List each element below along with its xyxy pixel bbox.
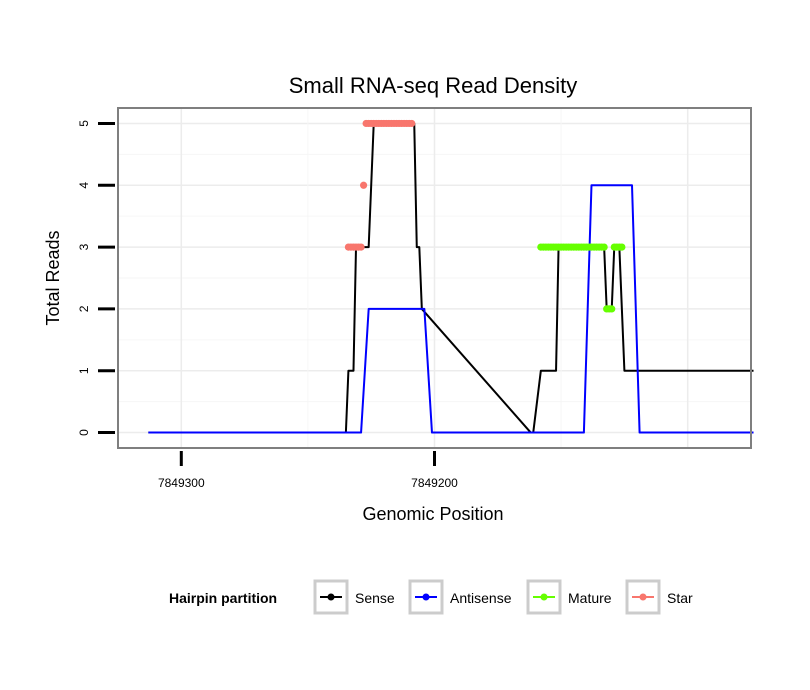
- point-star: [408, 119, 416, 128]
- legend-label-antisense: Antisense: [450, 590, 512, 606]
- point-mature: [608, 305, 616, 313]
- legend-items: Sense Antisense Mature Star: [313, 579, 693, 615]
- point-star: [360, 181, 368, 189]
- legend-key-point-mature: [540, 593, 548, 601]
- y-tick-label: 2: [77, 305, 91, 312]
- legend-item-sense: Sense: [313, 579, 395, 615]
- legend-key-point-sense: [327, 593, 335, 601]
- legend: Hairpin partition Sense Antisense Mature St…: [169, 579, 693, 615]
- legend-item-antisense: Antisense: [408, 579, 512, 615]
- y-axis-title: Total Reads: [43, 230, 63, 325]
- legend-key-point-star: [639, 593, 647, 601]
- plot-panel-border: [117, 107, 752, 449]
- legend-item-mature: Mature: [526, 579, 612, 615]
- point-mature: [600, 243, 608, 251]
- legend-label-star: Star: [667, 590, 693, 606]
- y-tick-label: 0: [77, 429, 91, 436]
- y-tick-label: 1: [77, 367, 91, 374]
- y-tick-label: 5: [77, 120, 91, 127]
- series-line-antisense: [148, 184, 754, 434]
- legend-key-point-antisense: [422, 593, 430, 601]
- grid-layer: [118, 108, 751, 448]
- y-tick-label: 3: [77, 243, 91, 250]
- point-mature: [618, 243, 626, 251]
- legend-label-mature: Mature: [568, 590, 612, 606]
- legend-item-star: Star: [625, 579, 693, 615]
- chart-title: Small RNA-seq Read Density: [289, 73, 578, 98]
- series-layer: [148, 119, 754, 434]
- legend-label-sense: Sense: [355, 590, 395, 606]
- x-tick-label: 7849200: [411, 476, 458, 490]
- y-tick-label: 4: [77, 182, 91, 189]
- point-star: [357, 243, 365, 251]
- axis-layer: 0 1 2 3 4 5 7849300 7849200: [77, 120, 458, 490]
- series-points-mature: [537, 243, 626, 313]
- series-points-star: [344, 119, 416, 251]
- x-tick-label: 7849300: [158, 476, 205, 490]
- x-axis-title: Genomic Position: [362, 504, 503, 524]
- legend-title: Hairpin partition: [169, 590, 277, 606]
